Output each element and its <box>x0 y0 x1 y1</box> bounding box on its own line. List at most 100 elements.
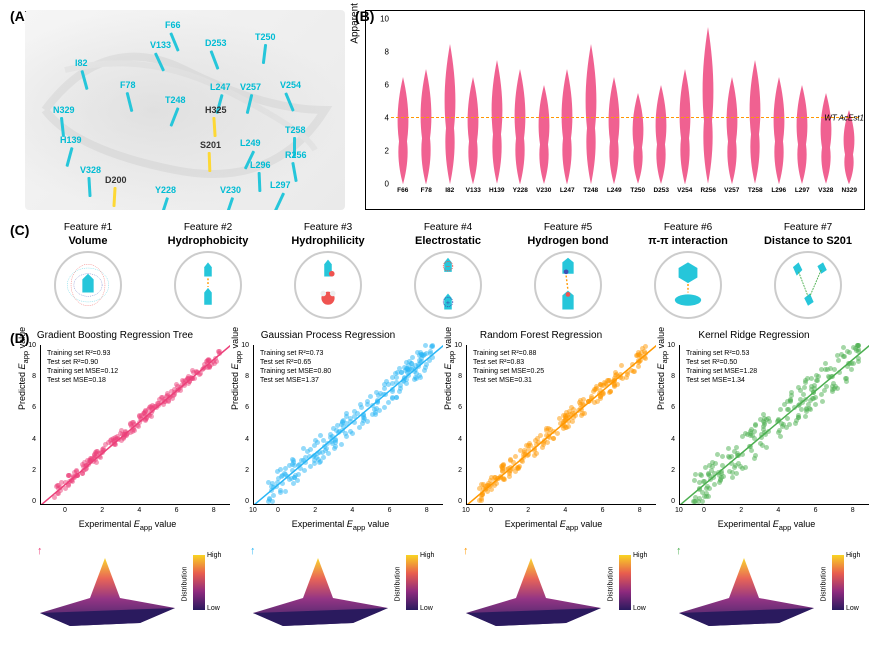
scatter-xlabel: Experimental Eapp value <box>466 519 641 532</box>
scatter-title: Gradient Boosting Regression Tree <box>15 330 215 341</box>
panel-b-ylabel: Apparent enantioselectivity /Eapp <box>350 0 363 44</box>
cb-dist-label: Distribution <box>821 566 828 601</box>
scatter-title: Kernel Ridge Regression <box>654 330 854 341</box>
scatter-stats: Training set R²=0.93Test set R²=0.90Trai… <box>47 349 118 385</box>
residue-V328: V328 <box>80 165 101 175</box>
violin-F66 <box>396 77 410 184</box>
cb-high: High <box>633 552 647 559</box>
cb-high: High <box>207 552 221 559</box>
feature-num: Feature #7 <box>753 222 863 233</box>
xtick-b-T250: T250 <box>630 187 645 194</box>
residue-L296: L296 <box>250 160 271 170</box>
scatter-plot: Training set R²=0.88Test set R²=0.83Trai… <box>466 345 656 505</box>
cb-high: High <box>420 552 434 559</box>
arrow-1: ↑ <box>250 545 256 557</box>
feature-3: Feature #3 Hydrophilicity <box>273 222 383 319</box>
arrow-2: ↑ <box>463 545 469 557</box>
colorbar-2 <box>619 555 631 610</box>
residue-H325: H325 <box>205 105 227 115</box>
surface-3 <box>669 548 824 628</box>
violin-R256 <box>701 27 715 184</box>
xtick-b-L247: L247 <box>560 187 575 194</box>
cb-low: Low <box>846 605 859 612</box>
feature-icon <box>294 251 362 319</box>
feature-name: Hydrophobicity <box>153 235 263 247</box>
residue-V257: V257 <box>240 82 261 92</box>
feature-6: Feature #6 π-π interaction <box>633 222 743 319</box>
residue-R256: R256 <box>285 150 307 160</box>
xtick-b-T248: T248 <box>583 187 598 194</box>
cb-dist-label: Distribution <box>395 566 402 601</box>
residue-H139: H139 <box>60 135 82 145</box>
feature-1: Feature #1Volume <box>33 222 143 319</box>
feature-num: Feature #6 <box>633 222 743 233</box>
scatter-2: Random Forest RegressionPredicted Eapp v… <box>441 330 641 532</box>
scatter-1: Gaussian Process RegressionPredicted Eap… <box>228 330 428 532</box>
surface-1 <box>243 548 398 628</box>
violin-L247 <box>560 69 574 185</box>
xtick-b-H139: H139 <box>489 187 505 194</box>
residue-V230: V230 <box>220 185 241 195</box>
feature-icon <box>174 251 242 319</box>
arrow-0: ↑ <box>37 545 43 557</box>
xtick-b-L249: L249 <box>607 187 622 194</box>
violin-T250 <box>631 93 645 184</box>
scatter-plot: Training set R²=0.53Test set R²=0.50Trai… <box>679 345 869 505</box>
feature-name: Hydrophilicity <box>273 235 383 247</box>
cb-dist-label: Distribution <box>182 566 189 601</box>
scatter-xlabel: Experimental Eapp value <box>40 519 215 532</box>
residue-F78: F78 <box>120 80 136 90</box>
scatter-plot: Training set R²=0.93Test set R²=0.90Trai… <box>40 345 230 505</box>
residue-D200: D200 <box>105 175 127 185</box>
violin-V230 <box>537 85 551 184</box>
ytick-b-4: 4 <box>385 114 389 123</box>
violin-Y228 <box>513 69 527 185</box>
residue-L249: L249 <box>240 138 261 148</box>
feature-num: Feature #5 <box>513 222 623 233</box>
feature-num: Feature #1 <box>33 222 143 233</box>
xtick-b-D253: D253 <box>653 187 669 194</box>
feature-4: Feature #4Electrostatic−+NegativePositiv… <box>393 222 503 319</box>
feature-num: Feature #2 <box>153 222 263 233</box>
panel-a-structure: F66V133D253T250I82F78T248L247V257V254N32… <box>25 10 345 210</box>
feature-icon <box>654 251 722 319</box>
residue-Y228: Y228 <box>155 185 176 195</box>
feature-2: Feature #2 Hydrophobicity <box>153 222 263 319</box>
xtick-b-V257: V257 <box>724 187 739 194</box>
scatter-ylabel: Predicted Eapp value <box>17 327 30 410</box>
violin-L296 <box>772 77 786 184</box>
colorbar-0 <box>193 555 205 610</box>
scatter-3: Kernel Ridge RegressionPredicted Eapp va… <box>654 330 854 532</box>
feature-num: Feature #3 <box>273 222 383 233</box>
scatter-stats: Training set R²=0.73Test set R²=0.65Trai… <box>260 349 331 385</box>
cb-low: Low <box>420 605 433 612</box>
violin-V328 <box>819 93 833 184</box>
residue-S201: S201 <box>200 140 221 150</box>
panel-d-scatters: Gradient Boosting Regression TreePredict… <box>15 330 865 650</box>
scatter-stats: Training set R²=0.53Test set R²=0.50Trai… <box>686 349 757 385</box>
residue-L297: L297 <box>270 180 291 190</box>
colorbar-1 <box>406 555 418 610</box>
feature-icon: DonorReceptor <box>534 251 602 319</box>
violin-L297 <box>795 85 809 184</box>
ytick-b-10: 10 <box>380 15 389 24</box>
xtick-b-F78: F78 <box>421 187 432 194</box>
residue-I82: I82 <box>75 58 88 68</box>
cb-low: Low <box>207 605 220 612</box>
feature-name: π-π interaction <box>633 235 743 247</box>
violin-I82 <box>443 44 457 184</box>
cb-dist-label: Distribution <box>608 566 615 601</box>
ytick-b-6: 6 <box>385 81 389 90</box>
xtick-b-L296: L296 <box>771 187 786 194</box>
panel-c-features: Feature #1Volume Feature #2 Hydrophobicity… <box>15 222 865 322</box>
xtick-b-T258: T258 <box>748 187 763 194</box>
violin-V254 <box>678 69 692 185</box>
residue-V254: V254 <box>280 80 301 90</box>
xtick-b-L297: L297 <box>795 187 810 194</box>
residue-N329: N329 <box>53 105 75 115</box>
xtick-b-F66: F66 <box>397 187 408 194</box>
feature-icon: −+NegativePositive <box>414 251 482 319</box>
scatter-ylabel: Predicted Eapp value <box>443 327 456 410</box>
feature-7: Feature #7Distance to S201S201 <box>753 222 863 319</box>
scatter-ylabel: Predicted Eapp value <box>656 327 669 410</box>
